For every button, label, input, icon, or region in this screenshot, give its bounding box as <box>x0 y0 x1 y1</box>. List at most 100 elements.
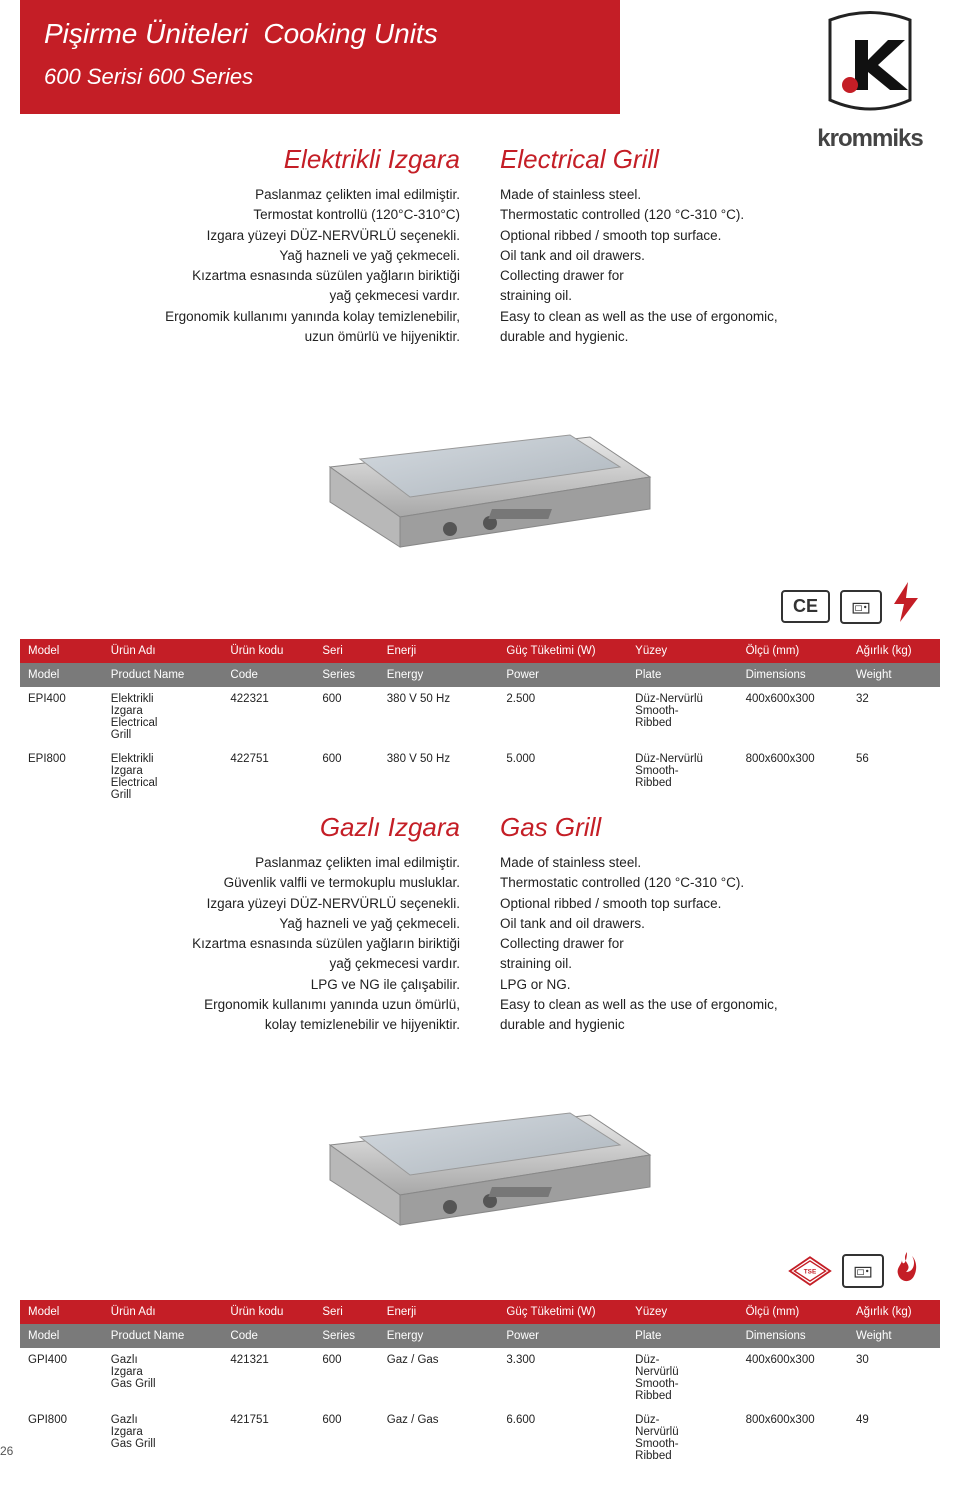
page-title: Pişirme Üniteleri Cooking Units <box>44 18 596 50</box>
page-header-banner: Pişirme Üniteleri Cooking Units 600 Seri… <box>20 0 620 114</box>
table-header-cell: Code <box>222 663 314 687</box>
table-header-cell: Ölçü (mm) <box>738 639 848 663</box>
certification-row-2: TSE <box>20 1250 940 1292</box>
table-header-cell: Ağırlık (kg) <box>848 639 940 663</box>
table-cell: 400x600x300 <box>738 1348 848 1408</box>
spec-table-1: ModelÜrün AdıÜrün koduSeriEnerjiGüç Tüke… <box>20 639 940 807</box>
table-cell: 600 <box>314 747 378 807</box>
table-header-cell: Dimensions <box>738 663 848 687</box>
table-cell: 600 <box>314 1408 378 1468</box>
table-cell: 32 <box>848 687 940 747</box>
brand-logo: krommiks <box>810 10 930 153</box>
table-cell: EPI400 <box>20 687 103 747</box>
table-cell: 56 <box>848 747 940 807</box>
table-cell: Gaz / Gas <box>379 1348 499 1408</box>
table-header-cell: Yüzey <box>627 1300 737 1324</box>
table-cell: Elektrikli Izgara Electrical Grill <box>103 747 223 807</box>
page-number: 26 <box>0 1444 13 1458</box>
table-row: EPI800Elektrikli Izgara Electrical Grill… <box>20 747 940 807</box>
table-cell: 422751 <box>222 747 314 807</box>
table-row: GPI400Gazlı Izgara Gas Grill421321600Gaz… <box>20 1348 940 1408</box>
section1-desc-tr: Paslanmaz çelikten imal edilmiştir. Term… <box>20 185 460 347</box>
table-header-tr: ModelÜrün AdıÜrün koduSeriEnerjiGüç Tüke… <box>20 1300 940 1324</box>
table-cell: Düz- Nervürlü Smooth- Ribbed <box>627 1408 737 1468</box>
table-cell: 30 <box>848 1348 940 1408</box>
section2-desc-tr: Paslanmaz çelikten imal edilmiştir. Güve… <box>20 853 460 1035</box>
product-image-1 <box>20 357 940 577</box>
electric-bolt-icon <box>892 582 920 631</box>
table-header-cell: Güç Tüketimi (W) <box>498 1300 627 1324</box>
brand-name: krommiks <box>810 125 930 153</box>
table-cell: 421751 <box>222 1408 314 1468</box>
table-header-cell: Güç Tüketimi (W) <box>498 639 627 663</box>
table-cell: 3.300 <box>498 1348 627 1408</box>
table-cell: 600 <box>314 687 378 747</box>
page-title-tr: Pişirme Üniteleri <box>44 18 248 49</box>
table-header-cell: Enerji <box>379 1300 499 1324</box>
table-header-cell: Ürün kodu <box>222 1300 314 1324</box>
section2-title-en: Gas Grill <box>500 812 940 843</box>
page-title-en: Cooking Units <box>263 18 437 49</box>
gas-flame-icon <box>894 1250 920 1292</box>
certification-row-1: CE <box>20 582 940 631</box>
page-subtitle-en: 600 Series <box>148 64 253 89</box>
table-header-en: ModelProduct NameCodeSeriesEnergyPowerPl… <box>20 663 940 687</box>
table-cell: 800x600x300 <box>738 747 848 807</box>
table-cell: Elektrikli Izgara Electrical Grill <box>103 687 223 747</box>
table-cell: 49 <box>848 1408 940 1468</box>
table-cell: 421321 <box>222 1348 314 1408</box>
section2-title-tr: Gazlı Izgara <box>20 812 460 843</box>
product-image-2 <box>20 1045 940 1245</box>
page-subtitle-tr: 600 Serisi <box>44 64 142 89</box>
tse-diamond-icon: TSE <box>788 1254 832 1288</box>
table-cell: 400x600x300 <box>738 687 848 747</box>
table-cell: Gaz / Gas <box>379 1408 499 1468</box>
svg-text:TSE: TSE <box>804 1269 817 1276</box>
table-header-cell: Ağırlık (kg) <box>848 1300 940 1324</box>
table-header-cell: Energy <box>379 663 499 687</box>
table-header-cell: Ölçü (mm) <box>738 1300 848 1324</box>
table-cell: 380 V 50 Hz <box>379 747 499 807</box>
table-header-cell: Plate <box>627 663 737 687</box>
ce-mark-icon: CE <box>781 590 830 623</box>
section2-desc-en: Made of stainless steel. Thermostatic co… <box>500 853 940 1035</box>
table-cell: Gazlı Izgara Gas Grill <box>103 1408 223 1468</box>
table-cell: 600 <box>314 1348 378 1408</box>
spec-table-2: ModelÜrün AdıÜrün koduSeriEnerjiGüç Tüke… <box>20 1300 940 1468</box>
table-header-cell: Ürün Adı <box>103 1300 223 1324</box>
table-header-cell: Weight <box>848 663 940 687</box>
table-header-cell: Seri <box>314 1300 378 1324</box>
table-header-cell: Ürün Adı <box>103 639 223 663</box>
appliance-icon <box>842 1254 884 1288</box>
table-cell: EPI800 <box>20 747 103 807</box>
table-header-cell: Product Name <box>103 663 223 687</box>
grill-illustration-icon <box>290 1055 670 1235</box>
table-cell: GPI800 <box>20 1408 103 1468</box>
appliance-icon <box>840 590 882 624</box>
table-cell: 380 V 50 Hz <box>379 687 499 747</box>
page-subtitle: 600 Serisi 600 Series <box>44 64 596 90</box>
table-cell: Düz-Nervürlü Smooth- Ribbed <box>627 747 737 807</box>
table-row: GPI800Gazlı Izgara Gas Grill421751600Gaz… <box>20 1408 940 1468</box>
table-header-cell: Series <box>314 663 378 687</box>
table-header-tr: ModelÜrün AdıÜrün koduSeriEnerjiGüç Tüke… <box>20 639 940 663</box>
section1-desc-en: Made of stainless steel. Thermostatic co… <box>500 185 940 347</box>
section1-title-tr: Elektrikli Izgara <box>20 144 460 175</box>
table-cell: GPI400 <box>20 1348 103 1408</box>
section1-intro: Elektrikli Izgara Paslanmaz çelikten ima… <box>20 144 940 347</box>
table-header-cell: Model <box>20 639 103 663</box>
table-header-cell: Seri <box>314 639 378 663</box>
table-header-cell: Enerji <box>379 639 499 663</box>
table-cell: Düz- Nervürlü Smooth- Ribbed <box>627 1348 737 1408</box>
table-cell: Düz-Nervürlü Smooth- Ribbed <box>627 687 737 747</box>
table-cell: 422321 <box>222 687 314 747</box>
table-header-cell: Model <box>20 663 103 687</box>
table-cell: 800x600x300 <box>738 1408 848 1468</box>
section2-intro: Gazlı Izgara Paslanmaz çelikten imal edi… <box>20 812 940 1035</box>
table-cell: Gazlı Izgara Gas Grill <box>103 1348 223 1408</box>
table-header-cell: Power <box>498 663 627 687</box>
table-cell: 6.600 <box>498 1408 627 1468</box>
table-header-cell: Model <box>20 1300 103 1324</box>
grill-illustration-icon <box>290 377 670 557</box>
table-header-cell: Ürün kodu <box>222 639 314 663</box>
